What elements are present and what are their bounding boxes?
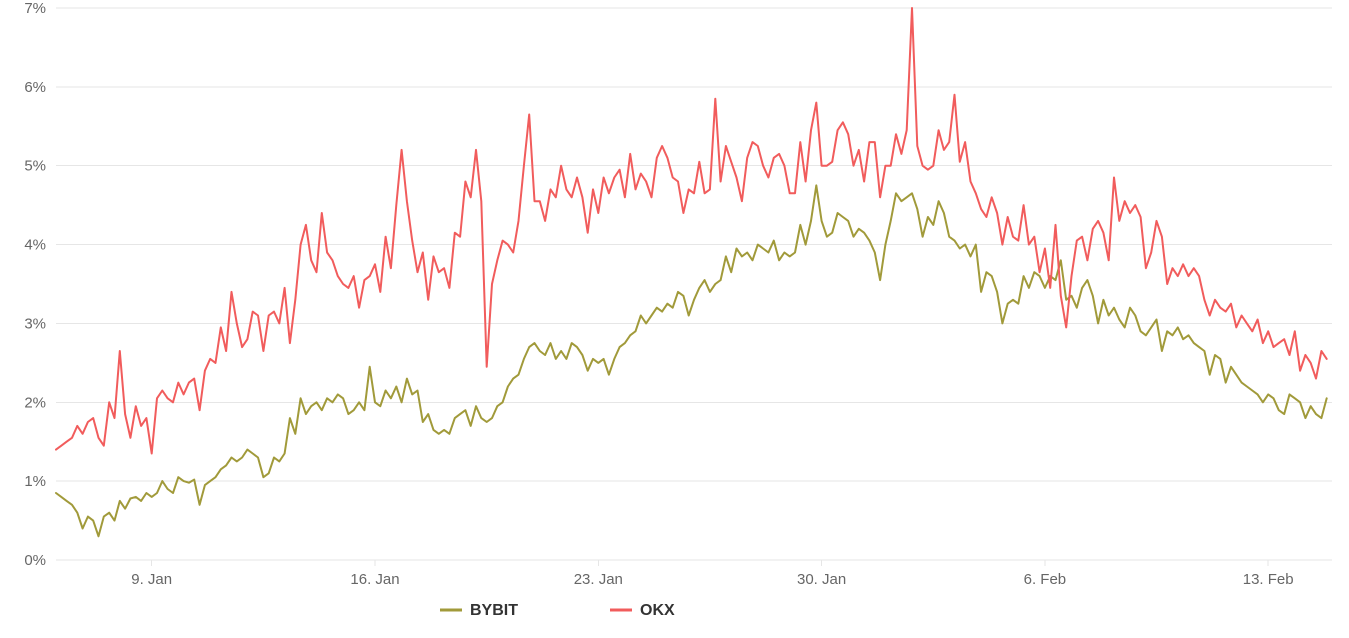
x-tick-label: 23. Jan <box>574 571 623 588</box>
x-tick-label: 16. Jan <box>350 571 399 588</box>
line-chart-svg: 0% 1% 2% 3% 4% 5% 6% 7% 9. Jan 16. Jan 23. Jan 30. … <box>0 0 1349 638</box>
x-tick-label: 30. Jan <box>797 571 846 588</box>
y-tick-label: 4% <box>24 237 46 254</box>
y-tick-label: 0% <box>24 552 46 569</box>
y-tick-label: 3% <box>24 315 46 332</box>
legend-label-okx[interactable]: OKX <box>640 602 675 619</box>
y-tick-label: 6% <box>24 79 46 96</box>
y-tick-label: 7% <box>24 0 46 17</box>
x-tick-label: 13. Feb <box>1243 571 1294 588</box>
x-tick-label: 6. Feb <box>1024 571 1067 588</box>
legend-label-bybit[interactable]: BYBIT <box>470 602 518 619</box>
chart-background <box>0 0 1349 638</box>
y-tick-label: 2% <box>24 394 46 411</box>
y-tick-label: 1% <box>24 473 46 490</box>
chart-container: 0% 1% 2% 3% 4% 5% 6% 7% 9. Jan 16. Jan 23. Jan 30. … <box>0 0 1349 638</box>
x-tick-label: 9. Jan <box>131 571 172 588</box>
y-tick-label: 5% <box>24 158 46 175</box>
